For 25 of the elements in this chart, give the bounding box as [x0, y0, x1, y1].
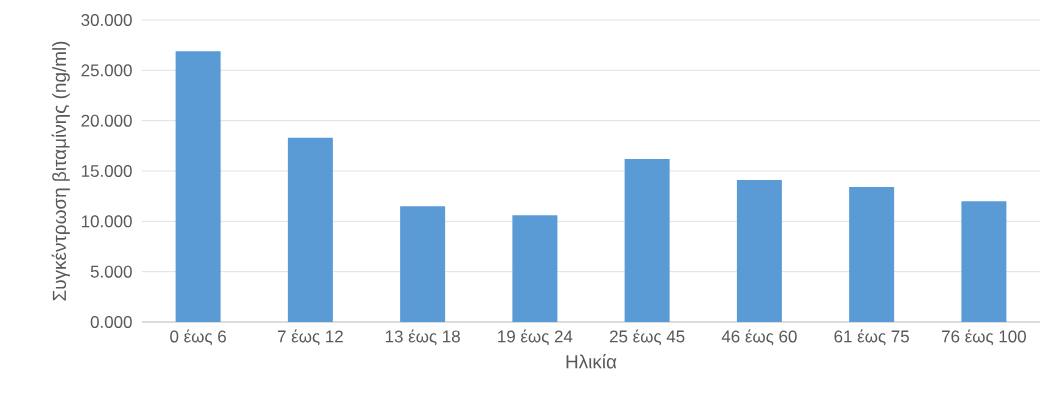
bar [512, 215, 558, 322]
bar [287, 137, 333, 322]
bar [961, 201, 1007, 322]
x-tick-label: 61 έως 75 [834, 329, 909, 346]
x-axis-title: Ηλικία [566, 354, 617, 369]
y-axis-title: Συγκέντρωση βιταμίνης (ng/ml) [51, 41, 70, 301]
y-tick-label: 5.000 [90, 265, 132, 278]
y-tick-label: 15.000 [81, 165, 132, 177]
y-tick-label: 25.000 [81, 64, 132, 77]
x-tick-label: 76 έως 100 [942, 329, 1026, 346]
x-tick-label: 25 έως 45 [609, 329, 685, 346]
x-tick-label: 7 έως 12 [277, 329, 343, 346]
y-tick-label: 10.000 [81, 215, 132, 228]
x-tick-label: 46 έως 60 [721, 329, 797, 346]
x-tick-label: 13 έως 18 [385, 329, 460, 346]
bar [624, 158, 670, 322]
y-tick-label: 0.000 [90, 316, 132, 328]
bar [175, 51, 221, 322]
bar [849, 187, 895, 322]
y-tick-label: 20.000 [81, 114, 132, 127]
bar [736, 180, 782, 322]
y-tick-label: 30.000 [81, 14, 132, 26]
x-tick-label: 19 έως 24 [498, 329, 573, 346]
x-tick-label: 0 έως 6 [170, 329, 226, 346]
bar [400, 206, 446, 322]
